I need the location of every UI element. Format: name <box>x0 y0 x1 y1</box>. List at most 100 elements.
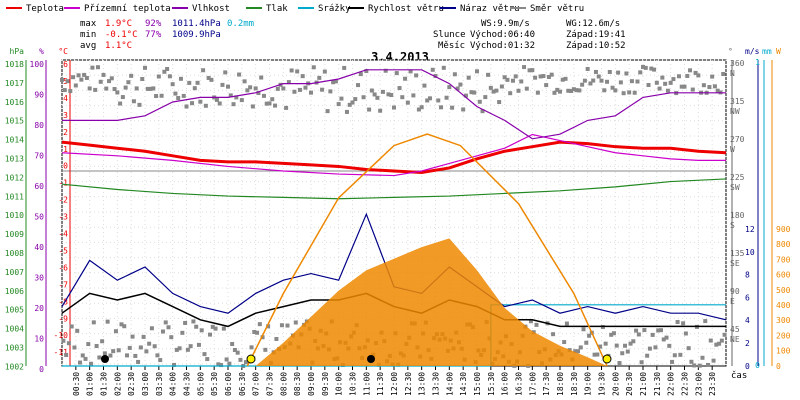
tick-hpa-14: 1004 <box>5 325 24 334</box>
wind-dir-point <box>361 95 366 100</box>
wind-dir-point <box>678 352 683 357</box>
wind-dir-point <box>181 93 186 98</box>
tick-dir-name-5: SE <box>730 259 740 268</box>
wind-dir-point <box>230 342 235 347</box>
wind-dir-point <box>528 319 533 324</box>
wind-dir-point <box>638 70 643 75</box>
wind-dir-point <box>455 86 460 91</box>
wind-dir-point <box>249 345 254 350</box>
wind-dir-point <box>253 86 258 91</box>
tick-dir-deg-6: 90 <box>730 287 740 296</box>
xtick-label-38: 19:30 <box>598 372 607 396</box>
tick-mm-1: 0 <box>755 361 760 370</box>
wind-dir-point <box>275 86 280 91</box>
wind-dir-point <box>65 79 70 84</box>
xtick-label-4: 02:30 <box>127 372 136 396</box>
wind-dir-point <box>477 99 482 104</box>
wind-dir-point <box>661 337 666 342</box>
wind-dir-point <box>289 68 294 73</box>
wind-dir-point <box>141 334 146 339</box>
wind-dir-point <box>703 319 708 324</box>
wind-dir-point <box>685 73 690 78</box>
tick-hpa-16: 1002 <box>5 362 24 371</box>
stat-max-rain: 0.2mm <box>227 19 254 29</box>
wind-dir-point <box>508 91 513 96</box>
tick-ms-2: 8 <box>745 271 750 280</box>
wind-dir-point <box>61 338 66 343</box>
wind-dir-point <box>311 65 316 70</box>
wind-dir-point <box>392 105 396 110</box>
wind-dir-point <box>430 67 435 72</box>
wind-dir-point <box>144 349 149 354</box>
tick-dir-deg-2: 270 <box>730 135 745 144</box>
wind-dir-point <box>668 80 673 85</box>
wind-dir-point <box>93 87 98 92</box>
tick-mm-0: 1 <box>755 58 760 67</box>
wind-dir-point <box>89 361 94 366</box>
wind-dir-point <box>458 82 463 87</box>
wind-dir-point <box>270 97 275 102</box>
wind-dir-point <box>174 347 179 352</box>
tick-dir-deg-7: 45 <box>730 325 740 334</box>
wind-dir-point <box>581 327 586 332</box>
sun-rise-text: Východ:06:40 <box>470 30 535 40</box>
tick-w-4: 500 <box>776 286 791 295</box>
wind-dir-point <box>184 104 189 109</box>
wind-dir-point <box>238 357 243 362</box>
tick-w-8: 100 <box>776 347 791 356</box>
stats-block: max 1.9°C 92% 1011.4hPa 0.2mm min -0.1°C… <box>80 19 254 51</box>
tick-hpa-2: 1016 <box>5 98 24 107</box>
wind-dir-point <box>112 87 117 92</box>
wind-dir-point <box>394 71 399 76</box>
tick-pct-5: 50 <box>34 213 44 222</box>
wind-dir-point <box>243 360 248 365</box>
axis-label-ms: m/s <box>745 47 760 56</box>
wind-dir-point <box>86 342 91 347</box>
tick-degc-4: 2 <box>63 128 68 137</box>
wind-dir-point <box>259 75 264 80</box>
wind-dir-point <box>483 95 488 100</box>
wind-dir-point <box>499 84 504 89</box>
series-line-1 <box>61 140 727 175</box>
tick-ms-5: 2 <box>745 339 750 348</box>
tick-ms-1: 10 <box>745 248 755 257</box>
tick-w-1: 800 <box>776 240 791 249</box>
tick-w-6: 300 <box>776 316 791 325</box>
wind-dir-point <box>165 66 170 71</box>
wind-dir-point <box>260 335 265 340</box>
wind-dir-point <box>250 104 255 109</box>
wind-dir-point <box>255 330 260 335</box>
wind-dir-point <box>535 90 540 95</box>
xtick-label-26: 13:30 <box>432 372 441 396</box>
wind-dir-point <box>450 105 455 110</box>
wind-dir-point <box>239 98 244 103</box>
wind-dir-point <box>336 102 341 107</box>
xtick-label-24: 12:30 <box>404 372 413 396</box>
wind-dir-point <box>688 68 693 73</box>
wind-dir-point <box>519 79 524 84</box>
wind-dir-point <box>439 105 444 110</box>
xtick-label-40: 20:30 <box>625 372 634 396</box>
wind-dir-point <box>199 328 204 333</box>
wind-dir-point <box>109 76 114 81</box>
wind-dir-point <box>118 101 123 106</box>
xtick-label-25: 13:00 <box>418 372 427 396</box>
tick-ms-0: 12 <box>745 225 755 234</box>
wind-dir-point <box>64 353 69 358</box>
wind-dir-point <box>90 65 95 70</box>
wind-dir-point <box>715 88 720 93</box>
xtick-label-17: 09:00 <box>307 372 316 396</box>
xtick-label-7: 04:00 <box>169 372 178 396</box>
moon-rise-marker <box>101 355 109 363</box>
wind-dir-point <box>149 326 154 331</box>
wind-dir-point <box>541 74 546 79</box>
wind-dir-point <box>634 328 639 333</box>
xtick-label-9: 05:00 <box>196 372 205 396</box>
wind-dir-point <box>252 329 257 334</box>
wind-dir-point <box>472 90 477 95</box>
tick-degc-13: -7 <box>58 280 68 289</box>
tick-degc-16: -10 <box>54 331 69 340</box>
stat-min-hum: 77% <box>145 30 162 40</box>
wind-dir-point <box>433 73 438 78</box>
